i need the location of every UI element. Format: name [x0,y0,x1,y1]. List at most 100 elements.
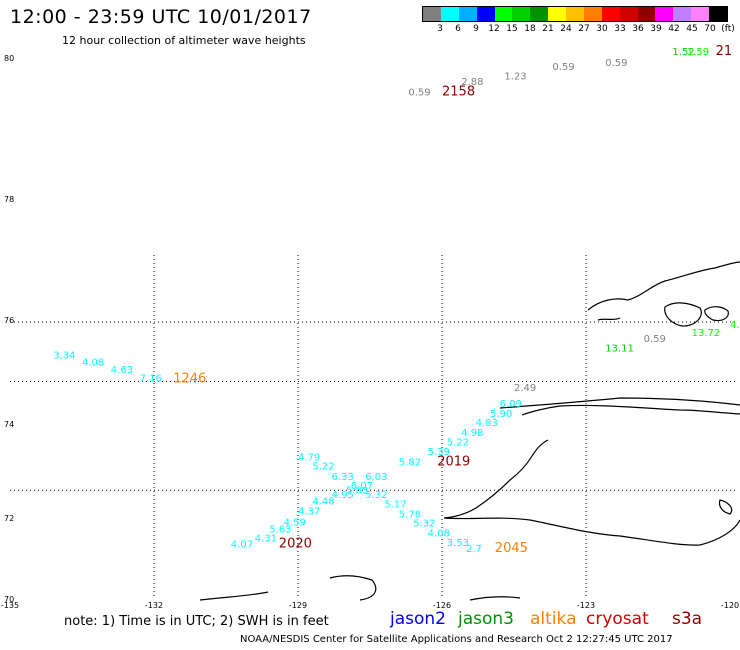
lon-label: -126 [433,601,451,610]
wave-height-label: 4.98 [461,428,483,439]
lat-label: 70 [4,595,14,604]
legend-tick: 9 [473,24,479,34]
legend-tick: 21 [542,24,554,34]
satellite-name: altika [530,609,577,629]
legend-swatch [530,7,549,21]
legend-swatch [548,7,566,21]
wave-height-label: 3.53 [447,538,469,549]
pass-time-label: 21 [716,44,733,59]
wave-height-label: 1.59 [687,47,709,58]
axis-labels: 80 78 76 74 72 70-135 -132 -129 -126 -123 -120 [1,54,739,610]
lon-label: -129 [289,601,307,610]
legend-tick: 18 [524,24,536,34]
wave-height-label: 6.09 [500,399,522,410]
wave-height-label: 5.78 [399,509,421,520]
coastline-mainland-south [199,575,521,601]
wave-height-legend: 3 6 9 12 15 18 21 24 27 30 33 36 39 42 45 70 (ft) [422,6,735,34]
legend-tick: 70 [704,24,716,34]
lat-label: 80 [4,54,14,63]
legend-swatch [619,7,638,21]
wave-height-label: 4.08 [82,358,104,369]
lon-label: -132 [145,601,163,610]
legend-swatch [709,7,727,21]
wave-height-label: 4.08 [428,528,450,539]
satellite-name: jason3 [458,609,514,629]
legend-swatch [691,7,709,21]
wave-height-label: 0.59 [552,62,574,73]
legend-swatch [458,7,477,21]
legend-swatch [476,7,495,21]
lat-label: 78 [4,195,14,204]
wave-height-label: 4.83 [476,418,498,429]
pass-time-label: 2020 [279,536,312,551]
wave-height-label: 4.63 [111,365,133,376]
pass-time-label: 2158 [442,84,475,99]
wave-height-label: 5.63 [269,525,291,536]
wave-height-label: 6.03 [365,472,387,483]
coastline-banks-island [499,397,740,416]
wave-height-label: 13.72 [692,328,721,339]
pass-time-label: 2045 [495,541,528,556]
lat-label: 74 [4,420,14,429]
legend-tick: 6 [455,24,461,34]
legend-tick: 15 [506,24,518,34]
legend-tick-labels: 3 6 9 12 15 18 21 24 27 30 33 36 39 42 45 70 (ft) [422,22,735,34]
legend-tick: 24 [560,24,572,34]
wave-height-label: 2.7 [466,544,482,555]
wave-height-label: 0.59 [605,58,627,69]
footer-note: note: 1) Time is in UTC; 2) SWH is in fe… [64,614,329,629]
satellite-name: s3a [672,609,703,629]
wave-height-label: 5.82 [399,458,421,469]
legend-tick: 33 [614,24,626,34]
legend-tick: 36 [632,24,644,34]
map-gridlines [10,255,735,599]
legend-swatch [512,7,531,21]
wave-height-label: 2.49 [514,383,536,394]
wave-height-label: 6.33 [332,472,354,483]
wave-height-label: 5.83 [346,485,368,496]
wave-height-label: 4.59 [284,518,306,529]
wave-height-label: 13.11 [605,343,634,354]
lon-label: -123 [577,601,595,610]
legend-tick: (ft) [721,24,735,34]
legend-tick: 3 [437,24,443,34]
legend-color-bar [422,6,728,22]
page-subtitle: 12 hour collection of altimeter wave hei… [62,34,306,47]
legend-tick: 42 [668,24,680,34]
wave-height-label: 5.39 [428,447,450,458]
legend-tick: 39 [650,24,662,34]
legend-swatch [673,7,692,21]
wave-height-label: 4.79 [298,452,320,463]
wave-height-label: 5.32 [413,519,435,530]
legend-swatch [637,7,656,21]
wave-height-label: 2.88 [461,77,483,88]
page-title: 12:00 - 23:59 UTC 10/01/2017 [10,6,312,28]
pass-time-label: 1246 [173,371,206,386]
satellite-name: jason2 [390,609,446,629]
wave-height-label: 4.09 [730,320,740,331]
satellite-name: cryosat [586,609,649,629]
legend-tick: 27 [578,24,590,34]
legend-swatch [601,7,620,21]
wave-height-label: 3.34 [53,351,75,362]
coastline-north-islands [587,261,740,327]
pass-time-label: 2019 [437,455,470,470]
lon-label: -120 [721,601,739,610]
legend-swatch [440,7,459,21]
lat-label: 76 [4,316,14,325]
footer-credit: NOAA/NESDIS Center for Satellite Applica… [240,634,673,645]
wave-height-label: 5.90 [490,409,512,420]
wave-height-label: 5.32 [365,490,387,501]
legend-swatch [494,7,513,21]
legend-swatch [566,7,584,21]
legend-tick: 45 [686,24,698,34]
lat-label: 72 [4,514,14,523]
wave-height-label: 0.59 [408,87,430,98]
legend-tick: 12 [488,24,500,34]
wave-height-label: 1.23 [504,71,526,82]
wave-height-label: 5.22 [312,462,334,473]
wave-height-label: 5.22 [447,438,469,449]
